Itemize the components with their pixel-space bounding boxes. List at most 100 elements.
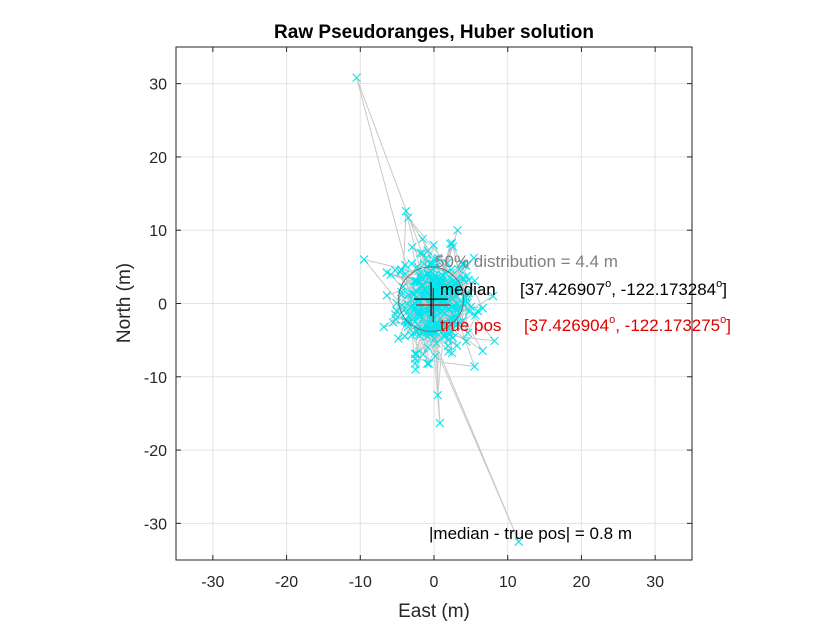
x-axis-label: East (m) xyxy=(398,601,470,622)
data-point xyxy=(400,260,410,270)
data-point xyxy=(352,73,361,83)
x-tick-label: 0 xyxy=(430,574,439,591)
data-point xyxy=(415,277,425,287)
median-lat: [37.426907 xyxy=(520,280,605,299)
data-point xyxy=(359,255,369,264)
distribution-circle xyxy=(398,266,464,332)
median-marker xyxy=(414,282,449,317)
median-close-bracket: ] xyxy=(722,280,727,299)
data-point xyxy=(415,271,425,281)
data-point xyxy=(402,317,412,327)
data-point xyxy=(445,279,455,289)
data-point xyxy=(463,328,473,338)
data-point xyxy=(449,301,459,311)
y-tick-label: -20 xyxy=(144,443,167,460)
data-point xyxy=(478,346,488,356)
data-point xyxy=(422,332,432,342)
chart-title: Raw Pseudoranges, Huber solution xyxy=(274,22,594,43)
data-point xyxy=(425,272,434,282)
data-point xyxy=(408,328,418,338)
data-point xyxy=(411,285,421,295)
data-point xyxy=(401,308,411,318)
data-point xyxy=(393,334,403,343)
data-point xyxy=(424,359,434,368)
data-point xyxy=(401,206,411,216)
median-lon: , -122.173284 xyxy=(611,280,716,299)
data-point xyxy=(410,359,420,368)
data-point xyxy=(403,213,413,223)
data-point xyxy=(411,349,421,359)
x-tick-label: 10 xyxy=(499,574,517,591)
y-tick-label: 20 xyxy=(149,150,167,167)
data-point xyxy=(418,234,428,244)
true-pos-close-bracket: ] xyxy=(726,316,731,335)
data-point xyxy=(407,242,417,252)
data-point xyxy=(431,327,441,337)
data-point xyxy=(452,318,462,328)
data-point xyxy=(443,341,453,351)
data-point xyxy=(423,343,433,353)
data-point xyxy=(438,295,448,305)
data-point xyxy=(416,268,426,278)
x-tick-label: -20 xyxy=(275,574,298,591)
true-pos-lat-degree: o xyxy=(609,314,615,326)
data-point xyxy=(438,306,448,316)
data-point xyxy=(442,258,452,268)
data-point xyxy=(448,294,458,303)
data-point xyxy=(469,253,479,263)
data-point xyxy=(426,275,436,285)
true-pos-label: true pos xyxy=(440,316,501,335)
data-point xyxy=(440,318,449,328)
error-annotation: |median - true pos| = 0.8 m xyxy=(429,524,632,543)
x-tick-label: -10 xyxy=(349,574,372,591)
data-point xyxy=(490,336,499,346)
data-point xyxy=(433,390,443,400)
data-point xyxy=(464,307,474,316)
y-tick-label: 30 xyxy=(149,77,167,94)
data-point xyxy=(400,331,410,341)
data-point xyxy=(414,308,424,317)
data-point xyxy=(435,418,445,428)
data-point xyxy=(426,258,436,268)
data-point xyxy=(433,253,443,263)
data-point xyxy=(430,351,440,361)
y-tick-label: 10 xyxy=(149,223,167,240)
data-point xyxy=(433,272,442,282)
data-point xyxy=(448,333,458,343)
data-point xyxy=(402,299,412,309)
data-point xyxy=(382,290,392,300)
data-point xyxy=(434,289,443,299)
data-point xyxy=(446,327,456,336)
data-point xyxy=(427,325,437,335)
data-point xyxy=(396,265,406,275)
data-point xyxy=(418,350,428,359)
true-pos-lon: , -122.173275 xyxy=(615,316,720,335)
x-tick-label: 30 xyxy=(646,574,664,591)
data-point xyxy=(488,291,498,301)
data-point xyxy=(473,306,483,316)
median-lon-degree: o xyxy=(716,278,722,290)
data-point xyxy=(436,275,446,285)
data-point xyxy=(395,267,405,277)
data-point xyxy=(431,338,441,348)
x-tick-label: 20 xyxy=(573,574,591,591)
axis-ticks: -30 -20 -10 0 10 20 30 -30 -20 -10 0 10 20 30 xyxy=(144,47,692,591)
data-point xyxy=(452,341,462,350)
data-point xyxy=(447,348,457,358)
data-point xyxy=(413,262,422,272)
true-pos-marker xyxy=(416,287,451,322)
data-point xyxy=(422,305,432,315)
y-tick-label: 0 xyxy=(158,297,167,314)
solution-points xyxy=(352,73,524,547)
data-point xyxy=(410,298,419,308)
data-point xyxy=(464,288,474,298)
data-point xyxy=(429,240,439,250)
median-label: median xyxy=(440,280,496,299)
data-point xyxy=(382,268,392,277)
median-annotation: median [37.426907o, -122.173284o] xyxy=(440,278,727,299)
distribution-annotation: 50% distribution = 4.4 m xyxy=(435,252,618,271)
data-point xyxy=(431,262,441,271)
data-point xyxy=(514,537,524,547)
data-point xyxy=(421,321,431,330)
